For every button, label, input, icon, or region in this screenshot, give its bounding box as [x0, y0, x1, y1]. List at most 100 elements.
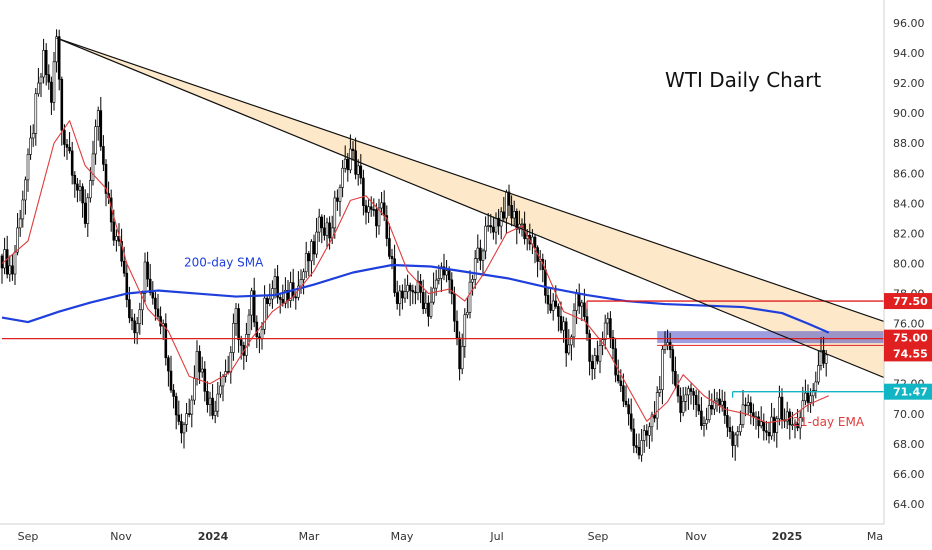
- annotation-label: 21-day EMA: [792, 415, 864, 429]
- candle-body: [24, 179, 27, 201]
- candle-body: [554, 300, 558, 307]
- candle-body: [679, 395, 682, 413]
- price-tag: [884, 383, 932, 400]
- candle-body: [466, 312, 469, 316]
- candle-body: [479, 247, 482, 261]
- annotation-label: 200-day SMA: [184, 255, 264, 269]
- candle-body: [169, 370, 173, 391]
- candle-body: [278, 296, 282, 300]
- candle-body: [798, 417, 802, 429]
- candle-body: [744, 404, 747, 407]
- resistance-zone: [657, 331, 886, 344]
- candle-body: [167, 357, 170, 372]
- candle-body: [81, 186, 84, 204]
- candle-body: [611, 337, 615, 349]
- candle-body: [3, 249, 6, 269]
- candle-body: [510, 205, 513, 219]
- candle-body: [304, 253, 308, 273]
- candle-body: [775, 418, 779, 433]
- candle-body: [817, 365, 820, 383]
- candle-body: [520, 223, 524, 226]
- price-tag-label: 75.00: [893, 332, 928, 345]
- candle-body: [393, 258, 396, 293]
- candle-body: [757, 416, 760, 427]
- candle-body: [497, 217, 500, 227]
- candle-body: [572, 310, 576, 338]
- y-tick-label: 70.00: [893, 408, 925, 421]
- candle-body: [299, 279, 303, 287]
- candle-body: [819, 349, 823, 366]
- candle-body: [635, 445, 638, 448]
- candle-body: [68, 147, 71, 152]
- candle-body: [648, 426, 651, 436]
- y-axis-panel: [884, 0, 932, 550]
- upper-trendline: [56, 37, 900, 328]
- candle-body: [284, 290, 287, 304]
- candle-body: [588, 333, 591, 362]
- candle-body: [39, 76, 43, 84]
- candle-body: [658, 389, 662, 393]
- ema-21-line: [1, 120, 830, 424]
- candle-body: [770, 416, 773, 437]
- candle-body: [208, 397, 212, 406]
- candle-body: [143, 261, 147, 294]
- candle-body: [512, 211, 516, 219]
- candle-body: [151, 292, 155, 299]
- candle-body: [323, 227, 326, 236]
- x-tick-label: 2025: [772, 530, 803, 543]
- candle-body: [804, 392, 807, 402]
- candle-body: [104, 164, 108, 194]
- candle-body: [120, 241, 123, 262]
- candle-body: [442, 266, 446, 276]
- candle-body: [791, 424, 794, 426]
- y-tick-label: 82.00: [893, 227, 925, 240]
- candle-body: [99, 110, 103, 147]
- candle-body: [624, 400, 628, 406]
- candle-body: [307, 253, 311, 262]
- candle-body: [429, 301, 433, 317]
- candle-body: [681, 401, 685, 413]
- candle-body: [419, 280, 422, 293]
- candle-body: [694, 395, 698, 405]
- candle-body: [749, 402, 753, 413]
- candle-body: [398, 290, 402, 304]
- candle-body: [239, 339, 243, 346]
- candle-body: [484, 225, 487, 252]
- candle-body: [76, 183, 79, 191]
- candle-body: [122, 260, 126, 274]
- candle-body: [252, 290, 256, 323]
- candle-body: [642, 430, 646, 441]
- candle-body: [411, 290, 415, 293]
- candle-body: [741, 404, 745, 425]
- candle-body: [424, 302, 428, 310]
- candle-body: [715, 398, 719, 402]
- candle-body: [273, 276, 277, 289]
- candle-body: [440, 266, 443, 279]
- candle-body: [154, 297, 157, 310]
- candle-body: [281, 299, 285, 304]
- candle-body: [52, 61, 56, 103]
- candle-body: [406, 284, 409, 292]
- candle-body: [505, 191, 508, 219]
- candle-body: [47, 74, 51, 83]
- candle-body: [83, 202, 87, 224]
- candle-body: [710, 405, 714, 410]
- x-tick-label: Ma: [867, 530, 883, 543]
- candle-body: [229, 352, 233, 373]
- candle-body: [232, 323, 235, 353]
- candle-body: [416, 280, 420, 293]
- candle-body: [34, 93, 38, 134]
- candle-body: [557, 306, 560, 317]
- price-tag-label: 71.47: [893, 386, 928, 399]
- candle-body: [336, 197, 339, 202]
- candle-body: [458, 337, 461, 370]
- price-tag: [884, 329, 932, 346]
- x-tick-label: Mar: [299, 530, 320, 543]
- candle-body: [70, 150, 74, 176]
- candle-body: [780, 396, 784, 420]
- x-tick-label: Sep: [18, 530, 39, 543]
- candle-body: [707, 405, 711, 421]
- candle-body: [0, 255, 4, 269]
- candle-body: [359, 165, 363, 179]
